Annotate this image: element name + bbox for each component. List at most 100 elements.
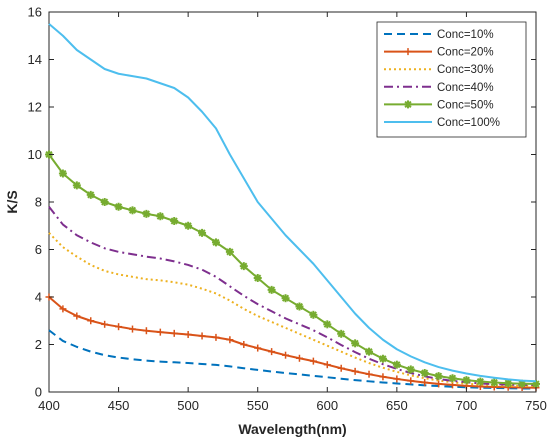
- plus-marker: [156, 328, 164, 336]
- series-group: [48, 23, 537, 383]
- plus-marker: [268, 348, 276, 356]
- x-tick-label: 450: [108, 398, 130, 413]
- x-tick-label: 600: [316, 398, 338, 413]
- plus-marker: [309, 357, 317, 365]
- asterisk-marker: [211, 238, 220, 247]
- plus-marker: [407, 377, 415, 385]
- plus-marker: [421, 379, 429, 386]
- plus-marker: [365, 370, 373, 378]
- series-line: [48, 206, 536, 386]
- y-tick-label: 4: [35, 290, 42, 305]
- asterisk-marker: [72, 181, 81, 190]
- plus-marker: [351, 367, 359, 375]
- asterisk-marker: [392, 360, 401, 369]
- asterisk-marker: [518, 379, 527, 388]
- legend-label: Conc=40%: [437, 82, 494, 94]
- asterisk-marker: [267, 285, 276, 294]
- asterisk-marker: [406, 365, 415, 374]
- asterisk-marker: [142, 209, 151, 218]
- plus-marker: [87, 317, 95, 325]
- series-group: [48, 206, 536, 386]
- y-tick-label: 14: [28, 52, 42, 67]
- x-tick-label: 750: [525, 398, 547, 413]
- asterisk-marker: [128, 206, 137, 215]
- plus-marker: [393, 375, 401, 383]
- x-tick-label: 650: [386, 398, 408, 413]
- legend-box: [376, 21, 527, 138]
- plus-marker: [323, 361, 331, 369]
- asterisk-marker: [184, 221, 193, 230]
- plus-marker: [115, 323, 123, 331]
- x-tick-label: 700: [456, 398, 478, 413]
- series-group: [45, 293, 540, 392]
- legend-item: Conc=10%: [384, 29, 494, 41]
- legend: Conc=10% Conc=20% Conc=30% Conc=40% Conc=50%…: [376, 21, 527, 138]
- plus-marker: [142, 327, 150, 335]
- asterisk-marker: [281, 294, 290, 303]
- y-tick-label: 6: [35, 242, 42, 257]
- asterisk-marker: [114, 202, 123, 211]
- series-layer: [45, 23, 540, 392]
- legend-item: Conc=50%: [384, 99, 494, 111]
- plus-marker: [73, 312, 81, 320]
- plus-marker: [101, 320, 109, 328]
- asterisk-marker: [295, 302, 304, 311]
- asterisk-marker: [476, 377, 485, 386]
- series-group: [45, 150, 540, 388]
- asterisk-marker: [337, 329, 346, 338]
- legend-label: Conc=100%: [437, 117, 500, 129]
- asterisk-marker: [365, 347, 374, 356]
- legend-label: Conc=10%: [437, 29, 494, 41]
- plus-marker: [295, 354, 303, 362]
- y-tick-label: 8: [35, 195, 42, 210]
- plus-marker: [212, 333, 220, 341]
- asterisk-marker: [253, 274, 262, 282]
- asterisk-marker: [309, 310, 318, 319]
- legend-item: Conc=40%: [384, 82, 494, 94]
- asterisk-marker: [170, 217, 179, 225]
- series-line: [48, 23, 537, 383]
- asterisk-marker: [156, 212, 165, 221]
- asterisk-marker: [434, 372, 443, 381]
- plus-marker: [282, 351, 290, 359]
- asterisk-marker: [448, 374, 457, 383]
- plus-marker: [170, 329, 178, 337]
- asterisk-marker: [86, 190, 95, 199]
- asterisk-marker: [225, 247, 234, 256]
- y-tick-label: 16: [28, 5, 42, 20]
- tick-layer: 400 450 500 550 600 650 700 750 0 2 4 6 8 10 12 14 16: [28, 5, 547, 414]
- y-axis-label: K/S: [4, 190, 20, 213]
- plus-marker: [240, 341, 248, 348]
- x-tick-label: 500: [177, 398, 199, 413]
- asterisk-marker: [504, 379, 513, 388]
- y-tick-label: 10: [28, 147, 42, 162]
- plus-marker: [59, 305, 67, 313]
- plus-marker: [198, 332, 206, 340]
- asterisk-marker: [100, 198, 109, 206]
- y-tick-label: 0: [35, 385, 42, 400]
- plus-marker: [254, 344, 262, 352]
- asterisk-marker: [323, 320, 332, 329]
- plus-marker: [435, 380, 443, 388]
- x-tick-label: 550: [247, 398, 269, 413]
- y-tick-label: 2: [35, 337, 42, 352]
- plus-marker: [184, 331, 192, 339]
- asterisk-marker: [239, 262, 248, 271]
- asterisk-marker: [404, 100, 412, 109]
- series-group: [48, 329, 536, 390]
- asterisk-marker: [420, 369, 429, 377]
- plus-marker: [128, 325, 136, 333]
- legend-label: Conc=20%: [437, 47, 494, 59]
- legend-item: Conc=100%: [384, 117, 500, 129]
- asterisk-marker: [490, 378, 499, 387]
- asterisk-marker: [378, 354, 387, 363]
- series-line: [48, 329, 536, 390]
- asterisk-marker: [462, 376, 471, 385]
- x-tick-label: 400: [38, 398, 60, 413]
- legend-item: Conc=20%: [384, 47, 494, 59]
- plus-marker: [379, 373, 387, 381]
- asterisk-marker: [58, 169, 67, 178]
- asterisk-marker: [198, 228, 207, 237]
- legend-label: Conc=50%: [437, 99, 494, 111]
